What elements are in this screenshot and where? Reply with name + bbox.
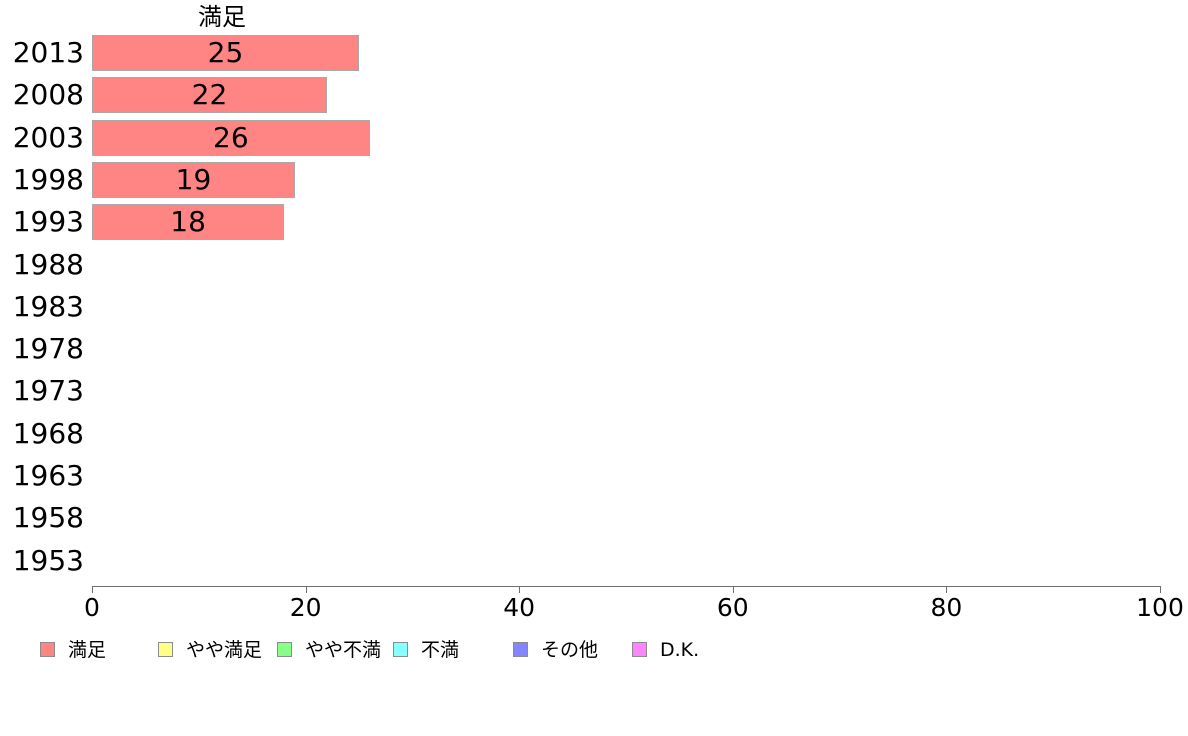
bar: 18 <box>92 204 285 241</box>
y-axis-label: 1958 <box>12 501 84 535</box>
bar-value-label: 25 <box>207 36 244 69</box>
x-axis-tick-label: 40 <box>503 593 536 622</box>
x-axis-tick <box>519 586 521 593</box>
legend-swatch <box>40 642 55 657</box>
x-axis-tick <box>92 586 93 593</box>
legend-label: やや不満 <box>305 639 382 661</box>
y-axis-label: 1968 <box>12 416 84 450</box>
x-axis-tick <box>946 586 948 593</box>
y-axis-label: 2008 <box>12 78 84 112</box>
y-axis-label: 1993 <box>12 205 84 239</box>
y-axis-label: 1988 <box>12 247 84 281</box>
legend-swatch <box>393 642 408 657</box>
bar-value-label: 19 <box>175 162 212 196</box>
y-axis-label: 1978 <box>12 332 84 366</box>
y-axis-label: 1983 <box>12 289 84 323</box>
legend-swatch <box>513 642 528 657</box>
y-axis-label: 2013 <box>12 36 84 69</box>
bar-value-label: 18 <box>170 205 206 239</box>
chart-title: 満足 <box>198 3 246 31</box>
y-axis-label: 2003 <box>12 120 84 154</box>
x-axis-line <box>92 586 1160 587</box>
legend-swatch <box>158 642 173 657</box>
x-axis-tick-label: 100 <box>1136 593 1184 622</box>
x-axis-tick <box>1160 586 1161 593</box>
bar: 22 <box>92 77 327 114</box>
x-axis-tick-label: 60 <box>716 593 749 622</box>
x-axis-tick-label: 20 <box>289 593 322 622</box>
x-axis-tick <box>732 586 734 593</box>
bar: 19 <box>92 161 295 198</box>
x-axis-tick <box>305 586 307 593</box>
legend-label: 満足 <box>68 639 107 661</box>
x-axis-tick-label: 0 <box>84 593 100 622</box>
legend-label: 不満 <box>421 639 460 661</box>
y-axis-label: 1963 <box>12 459 84 492</box>
legend-label: その他 <box>541 639 599 661</box>
legend-label: やや満足 <box>186 639 263 661</box>
legend-swatch <box>277 642 292 657</box>
y-axis-label: 1973 <box>12 374 84 408</box>
bar: 26 <box>92 119 370 156</box>
y-axis-label: 1998 <box>12 162 84 196</box>
bar-value-label: 22 <box>191 78 228 112</box>
bar: 25 <box>92 35 359 71</box>
legend-swatch <box>632 642 647 657</box>
x-axis-tick-label: 80 <box>930 593 963 622</box>
bar-value-label: 26 <box>213 120 249 154</box>
y-axis-label: 1953 <box>12 543 84 577</box>
legend-label: D.K. <box>660 639 700 661</box>
